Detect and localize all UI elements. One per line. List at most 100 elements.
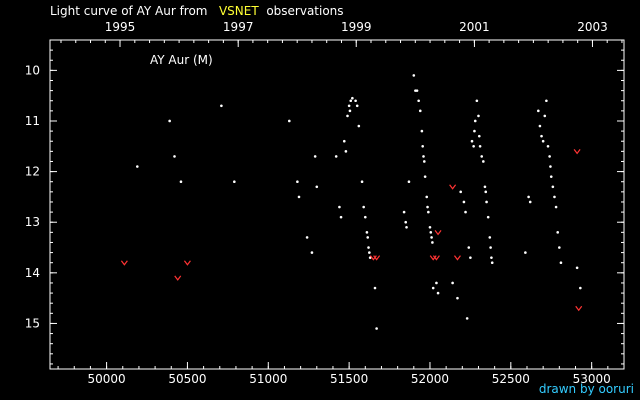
visual-observation-point (418, 109, 422, 113)
visual-observation-point (524, 251, 527, 254)
visual-observation-point (168, 119, 171, 123)
visual-observation-point (477, 114, 480, 118)
visual-observation-point (407, 180, 411, 184)
visual-observation-point (402, 210, 406, 214)
visual-observation-point (362, 205, 365, 209)
visual-observation-point (451, 281, 454, 285)
year-tick-label: 1997 (223, 20, 254, 34)
y-tick-label: 14 (25, 266, 40, 280)
visual-observation-point (357, 124, 361, 128)
year-tick-label: 1995 (105, 20, 136, 34)
visual-observation-point (559, 261, 563, 265)
visual-observation-point (363, 215, 367, 219)
visual-observation-point (528, 200, 532, 204)
y-tick-label: 11 (25, 114, 40, 128)
visual-observation-point (348, 109, 352, 113)
visual-observation-point (541, 139, 545, 143)
visual-observation-point (484, 190, 488, 194)
axes-layer: 50000 50500 51000 51500 52000 52500 53000 1995 1… (25, 20, 625, 386)
visual-observation-point (354, 99, 357, 103)
x-tick-label: 53000 (573, 372, 611, 386)
visual-observation-point (428, 225, 432, 229)
year-tick-label: 2003 (577, 20, 608, 34)
visual-observation-point (545, 99, 548, 103)
upper-limit-point (183, 260, 191, 266)
visual-observation-point (429, 231, 433, 234)
visual-observation-point (537, 109, 540, 113)
visual-observation-point (351, 96, 354, 100)
visual-observation-point (431, 241, 434, 244)
visual-observation-point (365, 231, 369, 234)
visual-observation-point (415, 89, 419, 92)
visual-observation-point (366, 236, 370, 239)
visual-observation-point (462, 200, 466, 204)
year-tick-label: 2001 (459, 20, 490, 34)
upper-limit-point (429, 255, 437, 261)
visual-observation-point (556, 231, 560, 234)
visual-observation-point (469, 256, 472, 259)
x-tick-label: 50000 (87, 372, 125, 386)
visual-observation-point (477, 134, 481, 138)
visual-observation-point (375, 327, 378, 330)
title-suffix: observations (266, 4, 344, 18)
visual-observation-point (464, 210, 467, 214)
visual-observation-point (482, 160, 485, 163)
visual-observation-point (489, 246, 492, 249)
visual-observation-point (465, 317, 469, 320)
visual-observation-point (543, 114, 547, 118)
visual-observation-point (430, 236, 433, 239)
visual-observation-point (417, 99, 420, 103)
y-tick-label: 13 (25, 215, 40, 229)
visual-observation-point (549, 175, 553, 178)
x-tick-label: 51500 (330, 372, 368, 386)
chart-title: Light curve of AY Aur from VSNET observa… (50, 4, 344, 18)
y-tick-label: 10 (25, 63, 40, 77)
upper-limit-point (373, 255, 381, 261)
visual-observation-point (435, 281, 438, 285)
visual-observation-point (553, 195, 556, 199)
visual-observation-point (483, 185, 487, 189)
visual-observation-point (339, 215, 343, 219)
visual-observation-point (459, 190, 462, 194)
visual-observation-point (368, 251, 371, 254)
title-highlight: VSNET (218, 4, 259, 18)
visual-observation-point (436, 291, 440, 295)
visual-observation-point (347, 104, 351, 108)
upper-limit-point (453, 255, 461, 261)
upper-limit-point (575, 305, 583, 312)
credit-label: drawn by ooruri (538, 382, 634, 396)
visual-observation-point (421, 144, 424, 148)
x-tick-label: 52000 (411, 372, 449, 386)
visual-observation-point (527, 195, 530, 199)
star-annotation: AY Aur (M) (150, 53, 213, 67)
visual-observation-point (473, 129, 476, 133)
visual-observation-point (480, 155, 484, 158)
visual-observation-point (423, 160, 426, 163)
visual-observation-point (405, 225, 408, 229)
visual-observation-point (173, 155, 176, 158)
visual-observation-point (297, 195, 301, 199)
marks-layer (120, 74, 583, 330)
visual-observation-point (425, 195, 429, 199)
plot-frame (49, 39, 625, 370)
x-tick-label: 50500 (168, 372, 206, 386)
visual-observation-point (485, 200, 488, 204)
visual-observation-point (470, 139, 474, 143)
visual-observation-point (486, 215, 490, 219)
visual-observation-point (548, 155, 551, 158)
visual-observation-point (373, 286, 377, 290)
visual-observation-point (551, 185, 555, 189)
visual-observation-point (288, 119, 291, 123)
visual-observation-point (456, 296, 459, 300)
upper-limit-point (449, 184, 457, 190)
visual-observation-point (538, 124, 542, 128)
visual-observation-point (426, 205, 429, 209)
visual-observation-point (490, 256, 493, 259)
visual-observation-point (367, 246, 370, 249)
year-tick-label: 1999 (341, 20, 372, 34)
visual-observation-point (422, 155, 425, 158)
visual-observation-point (220, 104, 223, 108)
visual-observation-point (179, 180, 183, 184)
visual-observation-point (467, 246, 471, 249)
